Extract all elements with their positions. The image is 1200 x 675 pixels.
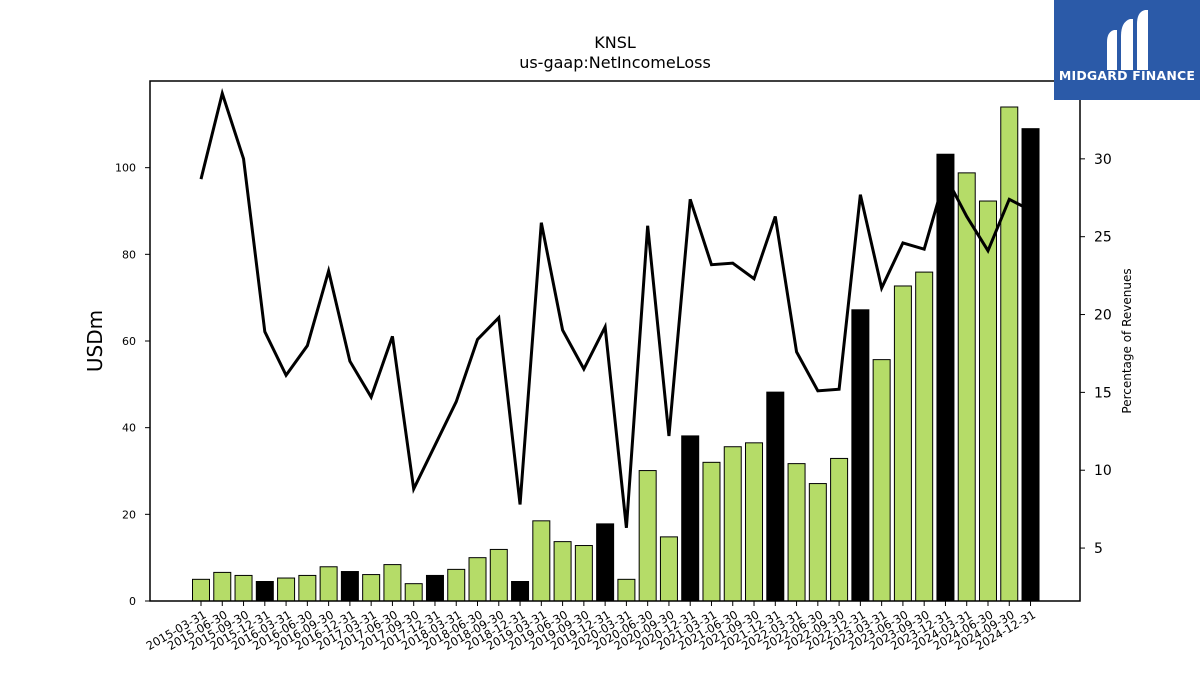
bar-2019-09-30 — [574, 545, 593, 602]
y2-axis-label: Percentage of Revenues — [1120, 268, 1134, 413]
bar-2019-12-31 — [596, 523, 615, 602]
bar-2018-03-31 — [447, 568, 466, 602]
y-tick-label: 60 — [122, 335, 136, 348]
line-series — [199, 88, 1032, 528]
bar-series — [192, 106, 1040, 602]
bar-2023-12-31 — [936, 153, 955, 602]
y2-tick-label: 10 — [1094, 463, 1112, 479]
bar-2023-03-31 — [872, 359, 891, 602]
bar-2017-12-31 — [425, 574, 444, 602]
y-tick-label: 100 — [115, 162, 136, 175]
bar-2019-03-31 — [532, 520, 551, 602]
bar-2023-06-30 — [893, 285, 912, 602]
bar-2024-09-30 — [1000, 106, 1019, 602]
bar-2021-09-30 — [745, 442, 764, 602]
chart-title: KNSL — [594, 33, 636, 52]
bar-2020-03-31 — [617, 578, 636, 602]
bar-2024-03-31 — [957, 172, 976, 602]
bar-2018-09-30 — [489, 548, 508, 602]
bar-2024-12-31 — [1021, 128, 1040, 602]
bar-2017-09-30 — [404, 583, 423, 602]
bar-2022-03-31 — [787, 463, 806, 602]
y-tick-label: 0 — [129, 595, 136, 608]
axes: 020406080100510152025302015-03-312015-06… — [115, 80, 1112, 653]
bar-2021-12-31 — [766, 391, 785, 602]
bar-2020-12-31 — [681, 435, 700, 602]
logo-mark-icon — [1107, 10, 1148, 70]
y2-tick-label: 5 — [1094, 541, 1103, 557]
bar-2015-06-30 — [213, 571, 232, 602]
bar-2018-12-31 — [511, 581, 530, 602]
bar-2015-12-31 — [255, 581, 274, 602]
bar-2015-03-31 — [192, 578, 210, 602]
bar-2021-06-30 — [723, 446, 742, 602]
y2-tick-label: 15 — [1094, 385, 1112, 401]
bar-2022-12-31 — [851, 309, 870, 602]
bar-2018-06-30 — [468, 557, 487, 602]
bar-2016-06-30 — [298, 574, 317, 602]
chart-subtitle: us-gaap:NetIncomeLoss — [519, 53, 711, 72]
bar-2022-09-30 — [830, 457, 849, 602]
bar-2016-12-31 — [340, 571, 359, 602]
y2-tick-label: 20 — [1094, 308, 1112, 324]
y2-tick-label: 30 — [1094, 152, 1112, 168]
bar-2022-06-30 — [808, 483, 827, 602]
y-tick-label: 40 — [122, 422, 136, 435]
y-axis-label: USDm — [83, 310, 107, 372]
bar-2015-09-30 — [234, 574, 253, 602]
y2-tick-label: 25 — [1094, 230, 1112, 246]
logo-text: MIDGARD FINANCE — [1058, 68, 1196, 83]
bar-2017-06-30 — [383, 564, 402, 602]
y-tick-label: 80 — [122, 248, 136, 261]
bar-2019-06-30 — [553, 541, 572, 602]
bar-2020-09-30 — [659, 536, 678, 602]
bar-2021-03-31 — [702, 461, 721, 602]
bar-2016-09-30 — [319, 566, 338, 602]
bar-2017-03-31 — [362, 574, 381, 602]
brand-logo: MIDGARD FINANCE — [1054, 0, 1200, 100]
y-tick-label: 20 — [122, 508, 136, 521]
percentage-line — [199, 88, 1032, 528]
bar-2024-06-30 — [978, 200, 997, 602]
bar-2020-06-30 — [638, 470, 657, 602]
bar-2016-03-31 — [277, 577, 296, 602]
bar-2023-09-30 — [915, 271, 934, 602]
